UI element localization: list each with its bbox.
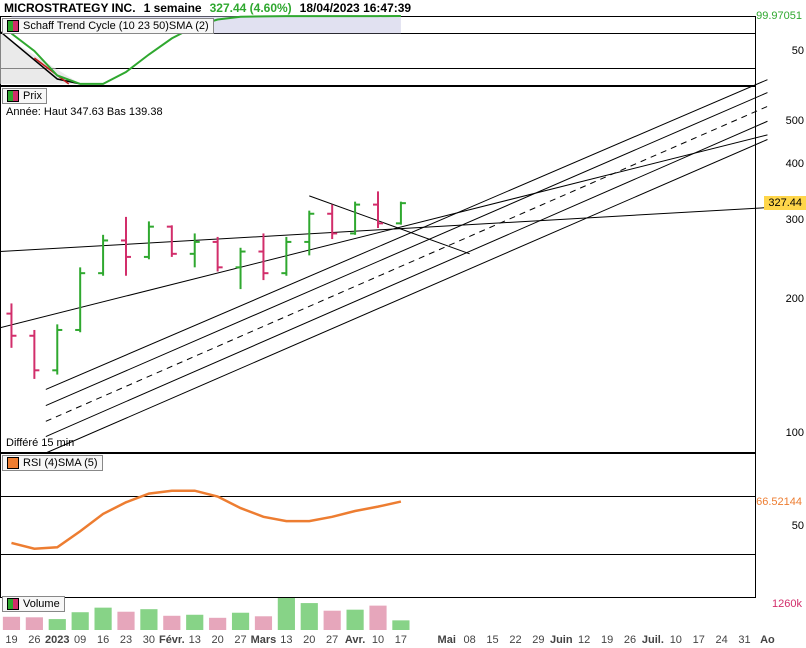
period-label: 1 semaine: [144, 1, 202, 15]
x-axis-tick: 26: [624, 634, 636, 646]
x-axis-tick: 31: [738, 634, 750, 646]
volume-label[interactable]: Volume: [2, 596, 65, 612]
ticker-name: MICROSTRATEGY INC.: [4, 1, 136, 15]
price-label-text: Prix: [23, 90, 42, 102]
rsi-tick-50: 50: [792, 520, 804, 532]
x-axis-tick: 23: [120, 634, 132, 646]
rsi-icon: [7, 457, 19, 469]
rsi-label-text: RSI (4)SMA (5): [23, 457, 98, 469]
x-axis-tick: 29: [532, 634, 544, 646]
x-axis-tick: 09: [74, 634, 86, 646]
x-axis-tick: 19: [601, 634, 613, 646]
chart-header: MICROSTRATEGY INC. 1 semaine 327.44 (4.6…: [0, 0, 806, 16]
volume-label-text: Volume: [23, 598, 60, 610]
x-axis-tick: 12: [578, 634, 590, 646]
x-axis-tick: Juin: [550, 634, 573, 646]
x-axis-tick: 20: [212, 634, 224, 646]
volume-max-tag: 1260k: [768, 597, 806, 611]
stc-value-tag: 99.97051: [752, 9, 806, 23]
x-axis-tick: 20: [303, 634, 315, 646]
x-axis-tick: 10: [670, 634, 682, 646]
chart-root: MICROSTRATEGY INC. 1 semaine 327.44 (4.6…: [0, 0, 806, 648]
x-axis-tick: 27: [326, 634, 338, 646]
stc-label-text: Schaff Trend Cycle (10 23 50)SMA (2): [23, 20, 209, 32]
x-axis-tick: 08: [464, 634, 476, 646]
rsi-plot[interactable]: [0, 453, 756, 598]
price-ytick: 100: [786, 427, 804, 439]
timestamp: 18/04/2023 16:47:39: [300, 1, 411, 15]
x-axis-tick: 13: [280, 634, 292, 646]
x-axis-tick: Févr.: [159, 634, 185, 646]
last-price: 327.44 (4.60%): [210, 1, 292, 15]
price-panel-label[interactable]: Prix: [2, 88, 47, 104]
x-axis-tick: 24: [716, 634, 728, 646]
x-axis-tick: 15: [486, 634, 498, 646]
price-ytick: 300: [786, 214, 804, 226]
delay-text: Différé 15 min: [6, 437, 74, 449]
price-icon: [7, 90, 19, 102]
x-axis-tick: 27: [234, 634, 246, 646]
x-axis-tick: Juil.: [642, 634, 664, 646]
stc-tick-50: 50: [792, 45, 804, 57]
price-ytick: 500: [786, 115, 804, 127]
volume-plot[interactable]: [0, 598, 756, 630]
stc-icon: [7, 20, 19, 32]
x-axis-tick: 10: [372, 634, 384, 646]
current-price-tag: 327.44: [764, 196, 806, 210]
rsi-value-tag: 66.52144: [752, 495, 806, 509]
rsi-indicator-label[interactable]: RSI (4)SMA (5): [2, 455, 103, 471]
x-axis-tick: 26: [28, 634, 40, 646]
x-axis-tick: 2023: [45, 634, 69, 646]
x-axis-tick: Mars: [251, 634, 277, 646]
volume-icon: [7, 598, 19, 610]
x-axis-tick: 16: [97, 634, 109, 646]
x-axis-tick: 22: [509, 634, 521, 646]
price-ytick: 200: [786, 293, 804, 305]
price-plot[interactable]: [0, 86, 756, 453]
x-axis-tick: 13: [189, 634, 201, 646]
x-axis-tick: 17: [693, 634, 705, 646]
x-axis-tick: 19: [5, 634, 17, 646]
x-axis-tick: Avr.: [345, 634, 365, 646]
x-axis-tick: Ao: [760, 634, 775, 646]
stc-indicator-label[interactable]: Schaff Trend Cycle (10 23 50)SMA (2): [2, 18, 214, 34]
x-axis-tick: Mai: [438, 634, 456, 646]
x-axis-tick: 17: [395, 634, 407, 646]
x-axis-tick: 30: [143, 634, 155, 646]
price-ytick: 400: [786, 158, 804, 170]
yearly-range-text: Année: Haut 347.63 Bas 139.38: [6, 106, 163, 118]
